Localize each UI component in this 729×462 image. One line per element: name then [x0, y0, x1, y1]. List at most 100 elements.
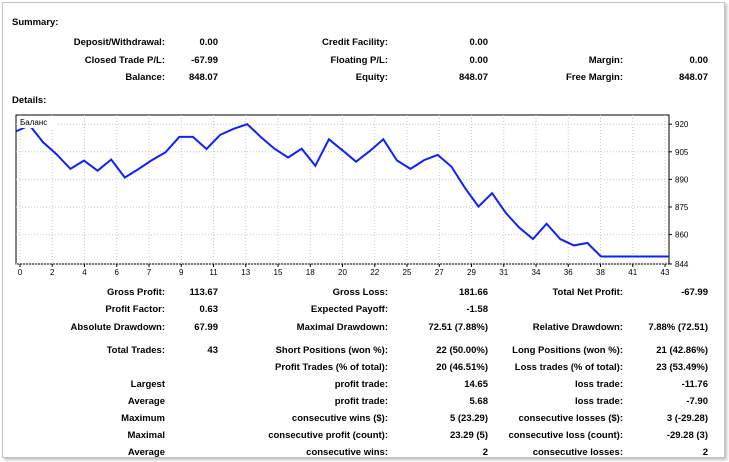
loss-trades-label: Loss trades (% of total): — [514, 362, 623, 373]
chart-x-tick-label: 43 — [661, 268, 670, 277]
free-margin-value: 848.07 — [678, 72, 708, 83]
average-loss-label: loss trade: — [574, 396, 623, 407]
margin-value: 0.00 — [689, 55, 709, 66]
abs-drawdown-value: 67.99 — [194, 322, 218, 333]
avg-cons-losses-label: consecutive losses: — [532, 447, 623, 458]
chart-x-tick-label: 20 — [338, 268, 347, 277]
max-drawdown-value: 72.51 (7.88%) — [428, 322, 488, 333]
net-profit-value: -67.99 — [681, 287, 708, 298]
chart-x-tick-label: 34 — [532, 268, 541, 277]
free-margin-label: Free Margin: — [565, 72, 623, 83]
maximal-label: Maximal — [127, 430, 166, 441]
chart-x-tick-label: 25 — [403, 268, 412, 277]
chart-x-tick-label: 7 — [147, 268, 152, 277]
average-profit-label: profit trade: — [334, 396, 388, 407]
deposit-label: Deposit/Withdrawal: — [73, 37, 165, 48]
average-profit-value: 5.68 — [469, 396, 489, 407]
profit-factor-value: 0.63 — [199, 304, 219, 315]
floating-pl-label: Floating P/L: — [330, 55, 388, 66]
chart-x-tick-label: 0 — [18, 268, 23, 277]
max-drawdown-label: Maximal Drawdown: — [296, 322, 388, 333]
gross-loss-value: 181.66 — [458, 287, 488, 298]
largest-label: Largest — [130, 379, 165, 390]
avg-label: Average — [127, 447, 165, 458]
max-cons-losses-label: consecutive losses ($): — [518, 413, 623, 424]
avg-cons-losses-value: 2 — [702, 447, 708, 458]
margin-label: Margin: — [588, 55, 623, 66]
chart-x-axis: 0 2 4 6 7 9 11 13 15 18 20 22 25 27 29 31 34 36 38 41 43 — [18, 264, 670, 277]
chart-x-tick-label: 41 — [628, 268, 637, 277]
avg-cons-wins-label: consecutive wins: — [306, 447, 388, 458]
profit-trades-label: Profit Trades (% of total): — [275, 362, 388, 373]
net-profit-label: Total Net Profit: — [552, 287, 623, 298]
chart-x-tick-label: 22 — [370, 268, 379, 277]
chart-x-tick-label: 38 — [596, 268, 605, 277]
expected-payoff-label: Expected Payoff: — [310, 304, 388, 315]
chart-y-tick-label: 875 — [675, 203, 689, 212]
chart-x-tick-label: 15 — [274, 268, 283, 277]
chart-y-tick-label: 920 — [675, 120, 689, 129]
equity-value: 848.07 — [458, 72, 488, 83]
chart-x-tick-label: 9 — [179, 268, 184, 277]
maximal-cons-loss-label: consecutive loss (count): — [508, 430, 623, 441]
chart-x-tick-label: 2 — [50, 268, 55, 277]
chart-x-tick-label: 6 — [115, 268, 120, 277]
average-label: Average — [127, 396, 165, 407]
balance-label: Balance: — [125, 72, 165, 83]
average-loss-value: -7.90 — [686, 396, 708, 407]
report-frame: Summary: Deposit/Withdrawal: 0.00 Credit… — [2, 2, 725, 458]
equity-label: Equity: — [355, 72, 388, 83]
chart-legend-label: Баланс — [20, 118, 47, 127]
gross-profit-label: Gross Profit: — [106, 287, 165, 298]
largest-loss-value: -11.76 — [681, 379, 708, 390]
expected-payoff-value: -1.58 — [466, 304, 488, 315]
short-positions-label: Short Positions (won %): — [275, 345, 388, 356]
chart-x-tick-label: 27 — [435, 268, 444, 277]
chart-y-tick-label: 905 — [675, 148, 689, 157]
floating-pl-value: 0.00 — [469, 55, 489, 66]
maximal-cons-profit-value: 23.29 (5) — [449, 430, 488, 441]
maximal-cons-profit-label: consecutive profit (count): — [268, 430, 388, 441]
maximum-label: Maximum — [121, 413, 165, 424]
deposit-value: 0.00 — [199, 37, 219, 48]
chart-legend-bg — [18, 117, 58, 128]
balance-value: 848.07 — [188, 72, 218, 83]
chart-y-tick-label: 890 — [675, 175, 689, 184]
closed-pl-value: -67.99 — [191, 55, 218, 66]
chart-x-tick-label: 11 — [209, 268, 218, 277]
max-cons-wins-value: 5 (23.29) — [449, 413, 488, 424]
max-cons-losses-value: 3 (-29.28) — [666, 413, 708, 424]
chart-x-tick-label: 31 — [499, 268, 508, 277]
largest-profit-value: 14.65 — [464, 379, 488, 390]
long-positions-label: Long Positions (won %): — [512, 345, 623, 356]
total-trades-value: 43 — [207, 345, 218, 356]
largest-loss-label: loss trade: — [574, 379, 623, 390]
gross-profit-value: 113.67 — [189, 287, 218, 298]
gross-loss-label: Gross Loss: — [332, 287, 388, 298]
chart-x-tick-label: 18 — [306, 268, 315, 277]
abs-drawdown-label: Absolute Drawdown: — [70, 322, 165, 333]
chart-x-tick-label: 29 — [467, 268, 476, 277]
chart-y-tick-label: 844 — [675, 260, 689, 269]
credit-value: 0.00 — [469, 37, 489, 48]
chart-x-tick-label: 4 — [82, 268, 87, 277]
balance-series-line — [15, 123, 669, 258]
chart-y-tick-label: 860 — [675, 231, 689, 240]
chart-grid — [16, 115, 669, 265]
long-positions-value: 21 (42.86%) — [656, 345, 708, 356]
details-title: Details: — [12, 95, 47, 106]
profit-factor-label: Profit Factor: — [105, 304, 165, 315]
maximal-cons-loss-value: -29.28 (3) — [666, 430, 708, 441]
chart-x-tick-label: 36 — [564, 268, 573, 277]
largest-profit-label: profit trade: — [334, 379, 388, 390]
summary-title: Summary: — [12, 17, 59, 28]
rel-drawdown-value: 7.88% (72.51) — [648, 322, 708, 333]
rel-drawdown-label: Relative Drawdown: — [532, 322, 623, 333]
chart-y-axis: 920 905 890 875 860 844 — [669, 120, 689, 269]
short-positions-value: 22 (50.00%) — [436, 345, 488, 356]
max-cons-wins-label: consecutive wins ($): — [291, 413, 388, 424]
chart-x-tick-label: 13 — [241, 268, 250, 277]
profit-trades-value: 20 (46.51%) — [436, 362, 488, 373]
credit-label: Credit Facility: — [322, 37, 388, 48]
total-trades-label: Total Trades: — [106, 345, 165, 356]
